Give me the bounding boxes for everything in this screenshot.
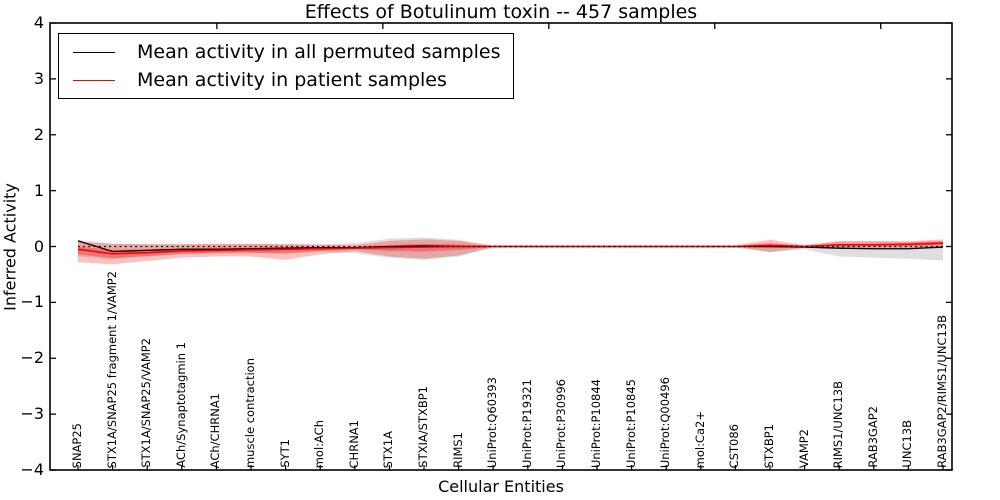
y-tick-label: −4 <box>20 460 44 479</box>
legend: Mean activity in all permuted samples Mea… <box>58 33 514 99</box>
x-tick-label: UniProt:Q60393 <box>485 376 500 468</box>
y-tick-label: 0 <box>33 236 44 256</box>
x-tick-label: RIMS1/UNC13B <box>831 380 846 468</box>
x-tick-label: UNC13B <box>900 420 915 468</box>
x-tick-label: muscle contraction <box>243 357 257 468</box>
x-tick-label: RAB3GAP2/RIMS1/UNC13B <box>935 315 949 468</box>
x-tick-label: UniProt:Q00496 <box>658 376 673 468</box>
legend-item-label: Mean activity in patient samples <box>137 69 447 91</box>
x-tick-label: UniProt:P19321 <box>519 378 534 468</box>
y-tick-label: 3 <box>33 68 44 88</box>
y-tick-label: 4 <box>33 13 44 32</box>
x-tick-label: RAB3GAP2 <box>865 406 880 468</box>
legend-item: Mean activity in patient samples <box>59 69 513 91</box>
x-tick-label: CHRNA1 <box>346 419 361 468</box>
y-tick-label: −1 <box>20 292 44 312</box>
x-tick-label: STX1A/SNAP25 fragment 1/VAMP2 <box>104 270 119 468</box>
y-tick-label: −3 <box>20 404 44 424</box>
legend-item-label: Mean activity in all permuted samples <box>137 41 501 63</box>
y-tick-label: 2 <box>33 124 44 144</box>
x-tick-label: mol:Ca2+ <box>692 410 707 468</box>
x-tick-label: UniProt:P10844 <box>589 378 603 468</box>
y-tick-label: −2 <box>20 348 44 368</box>
x-tick-label: ACh/CHRNA1 <box>208 392 223 468</box>
x-axis-label: Cellular Entities <box>438 477 564 496</box>
y-tick-label: 1 <box>33 180 44 200</box>
x-tick-label: mol:ACh <box>312 419 327 468</box>
chart-title: Effects of Botulinum toxin -- 457 sample… <box>304 1 698 23</box>
patient-range-outer-band <box>78 239 943 265</box>
x-tick-label: STX1A <box>381 430 396 468</box>
x-tick-label: SNAP25 <box>70 422 84 468</box>
x-tick-label: CST086 <box>727 423 742 468</box>
x-tick-label: UniProt:P10845 <box>623 378 638 468</box>
x-tick-label: UniProt:P30996 <box>554 378 569 468</box>
patient-line-swatch-icon <box>73 79 115 81</box>
x-tick-label: STX1A/SNAP25/VAMP2 <box>139 338 154 468</box>
x-tick-label: STXIA/STXBP1 <box>416 386 430 468</box>
legend-item: Mean activity in all permuted samples <box>59 41 513 63</box>
x-tick-label: RIMS1 <box>450 432 465 468</box>
x-tick-label: VAMP2 <box>796 428 811 468</box>
x-tick-label: STXBP1 <box>762 423 776 468</box>
x-tick-label: SYT1 <box>277 439 292 468</box>
permuted-line-swatch-icon <box>73 51 115 53</box>
x-tick-label: ACh/Synaptotagmin 1 <box>173 342 188 468</box>
